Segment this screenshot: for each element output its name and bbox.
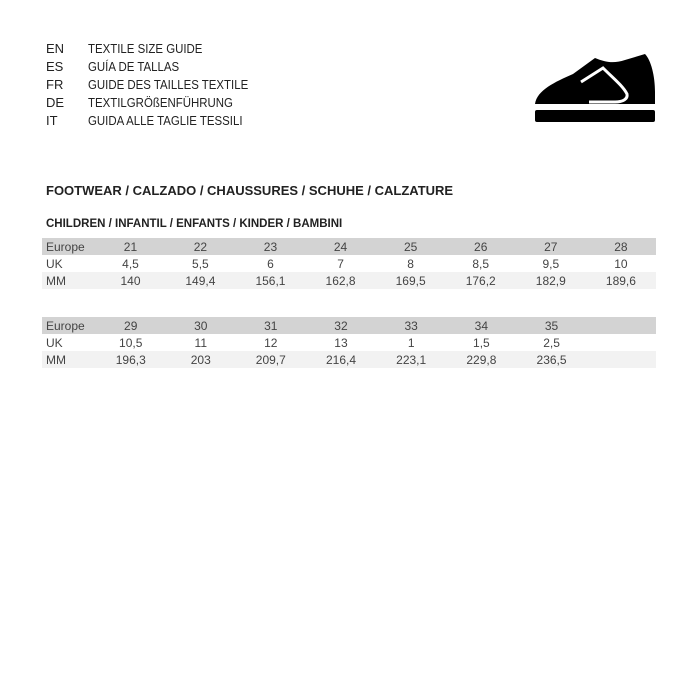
cell: 196,3: [115, 352, 146, 367]
language-row: IT GUIDA ALLE TAGLIE TESSILI: [46, 112, 270, 130]
cell: 162,8: [325, 273, 356, 288]
cell: 9,5: [542, 256, 560, 271]
cell: 216,4: [325, 352, 356, 367]
cell: 27: [544, 239, 558, 254]
cell: 35: [544, 318, 559, 333]
cell: 169,5: [395, 273, 426, 288]
cell: 10: [614, 256, 628, 271]
cell: 236,5: [536, 352, 567, 367]
cell: 203: [190, 352, 211, 367]
cell: 34: [474, 318, 489, 333]
table-row: UK 4,5 5,5 6 7 8 8,5 9,5 10: [42, 255, 656, 272]
size-table-2: Europe 29 30 31 32 33 34 35 UK 10,5 11 12 13 1 1,5 2,5 M…: [42, 317, 656, 368]
cell: 8,5: [472, 256, 490, 271]
cell: 223,1: [396, 352, 427, 367]
cell: 229,8: [466, 352, 497, 367]
language-code: DE: [46, 95, 65, 110]
language-code: EN: [46, 41, 65, 56]
language-title: TEXTILE SIZE GUIDE: [88, 41, 203, 56]
language-row: FR GUIDE DES TAILLES TEXTILE: [46, 76, 270, 94]
cell: 28: [614, 239, 628, 254]
cell: 12: [264, 335, 278, 350]
size-table-1: Europe 21 22 23 24 25 26 27 28 UK 4,5 5,5 6 7 8 8,5 9,5 1…: [42, 238, 656, 289]
cell: 30: [194, 318, 208, 333]
cell: 26: [474, 239, 488, 254]
table-row: MM 140 149,4 156,1 162,8 169,5 176,2 182,9 189,6: [42, 272, 656, 289]
language-code: IT: [46, 113, 58, 128]
table-row: Europe 29 30 31 32 33 34 35: [42, 317, 656, 334]
cell: 21: [123, 239, 138, 254]
cell: [587, 317, 656, 334]
row-label: UK: [46, 335, 63, 350]
row-label: MM: [46, 273, 66, 288]
table-row: UK 10,5 11 12 13 1 1,5 2,5: [42, 334, 656, 351]
cell: 31: [264, 318, 278, 333]
language-list: EN TEXTILE SIZE GUIDE ES GUÍA DE TALLAS FR GU…: [46, 40, 270, 130]
cell: 13: [334, 335, 348, 350]
cell: 209,7: [255, 352, 286, 367]
language-code: FR: [46, 77, 64, 92]
row-label: UK: [46, 256, 63, 271]
cell: 182,9: [535, 273, 566, 288]
row-label: MM: [46, 352, 66, 367]
language-title: GUIDA ALLE TAGLIE TESSILI: [88, 113, 243, 128]
language-row: ES GUÍA DE TALLAS: [46, 58, 270, 76]
language-title: TEXTILGRÖßENFÜHRUNG: [88, 95, 233, 110]
cell: 156,1: [255, 273, 286, 288]
cell: 2,5: [543, 335, 560, 350]
cell: 24: [333, 239, 348, 254]
cell: 4,5: [122, 256, 139, 271]
cell: [587, 351, 656, 368]
cell: 32: [334, 318, 348, 333]
language-title: GUÍA DE TALLAS: [88, 59, 180, 74]
cell: 22: [193, 239, 208, 254]
cell: 1: [407, 335, 415, 350]
cell: 8: [407, 256, 414, 271]
language-code: ES: [46, 59, 64, 74]
subtitle: CHILDREN / INFANTIL / ENFANTS / KINDER /…: [46, 218, 343, 230]
cell: 33: [404, 318, 418, 333]
row-label: Europe: [46, 239, 85, 254]
table-row: Europe 21 22 23 24 25 26 27 28: [42, 238, 656, 255]
section-title: FOOTWEAR / CALZADO / CHAUSSURES / SCHUHE…: [46, 183, 454, 198]
cell: 11: [194, 335, 207, 350]
cell: 140: [120, 273, 141, 288]
cell: 6: [267, 256, 274, 271]
cell: [587, 334, 656, 351]
cell: 149,4: [185, 273, 216, 288]
cell: 10,5: [119, 335, 143, 350]
cell: 1,5: [473, 335, 490, 350]
cell: 7: [337, 256, 344, 271]
shoe-icon: [535, 54, 655, 122]
row-label: Europe: [46, 318, 85, 333]
table-row: MM 196,3 203 209,7 216,4 223,1 229,8 236,5: [42, 351, 656, 368]
cell: 25: [403, 239, 418, 254]
language-row: DE TEXTILGRÖßENFÜHRUNG: [46, 94, 270, 112]
language-row: EN TEXTILE SIZE GUIDE: [46, 40, 270, 58]
cell: 23: [263, 239, 278, 254]
language-title: GUIDE DES TAILLES TEXTILE: [88, 77, 249, 92]
cell: 5,5: [192, 256, 209, 271]
cell: 29: [124, 318, 138, 333]
cell: 176,2: [465, 273, 496, 288]
cell: 189,6: [605, 273, 636, 288]
